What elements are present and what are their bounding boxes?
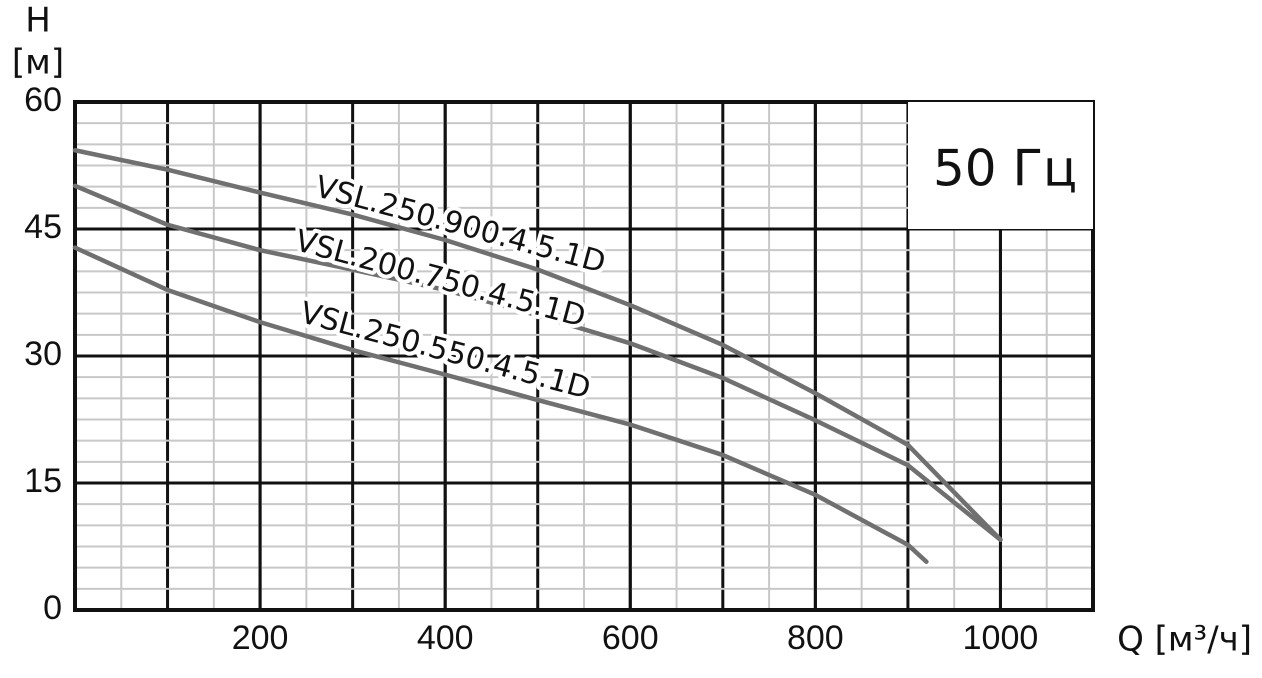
y-tick-label: 60 — [24, 81, 62, 119]
x-tick-label: 400 — [417, 619, 474, 657]
plot-frame — [73, 100, 1095, 612]
annotation: 50 Гц — [933, 140, 1077, 198]
y-axis-unit: [м] — [12, 43, 64, 83]
curve — [72, 183, 1003, 542]
y-tick-label: 45 — [24, 208, 62, 246]
x-tick-label: 600 — [602, 619, 659, 657]
curve — [72, 245, 929, 564]
x-tick-label: 1000 — [963, 619, 1039, 657]
y-tick-label: 30 — [24, 335, 62, 373]
annotation-box — [908, 102, 1093, 229]
x-tick-label: 200 — [232, 619, 289, 657]
y-tick-label: 0 — [43, 589, 62, 627]
y-tick-label: 15 — [24, 462, 62, 500]
x-axis-label: Q [м³/ч] — [1117, 620, 1252, 660]
y-axis-label: H — [25, 1, 51, 41]
x-tick-label: 800 — [787, 619, 844, 657]
curve — [72, 148, 1003, 542]
